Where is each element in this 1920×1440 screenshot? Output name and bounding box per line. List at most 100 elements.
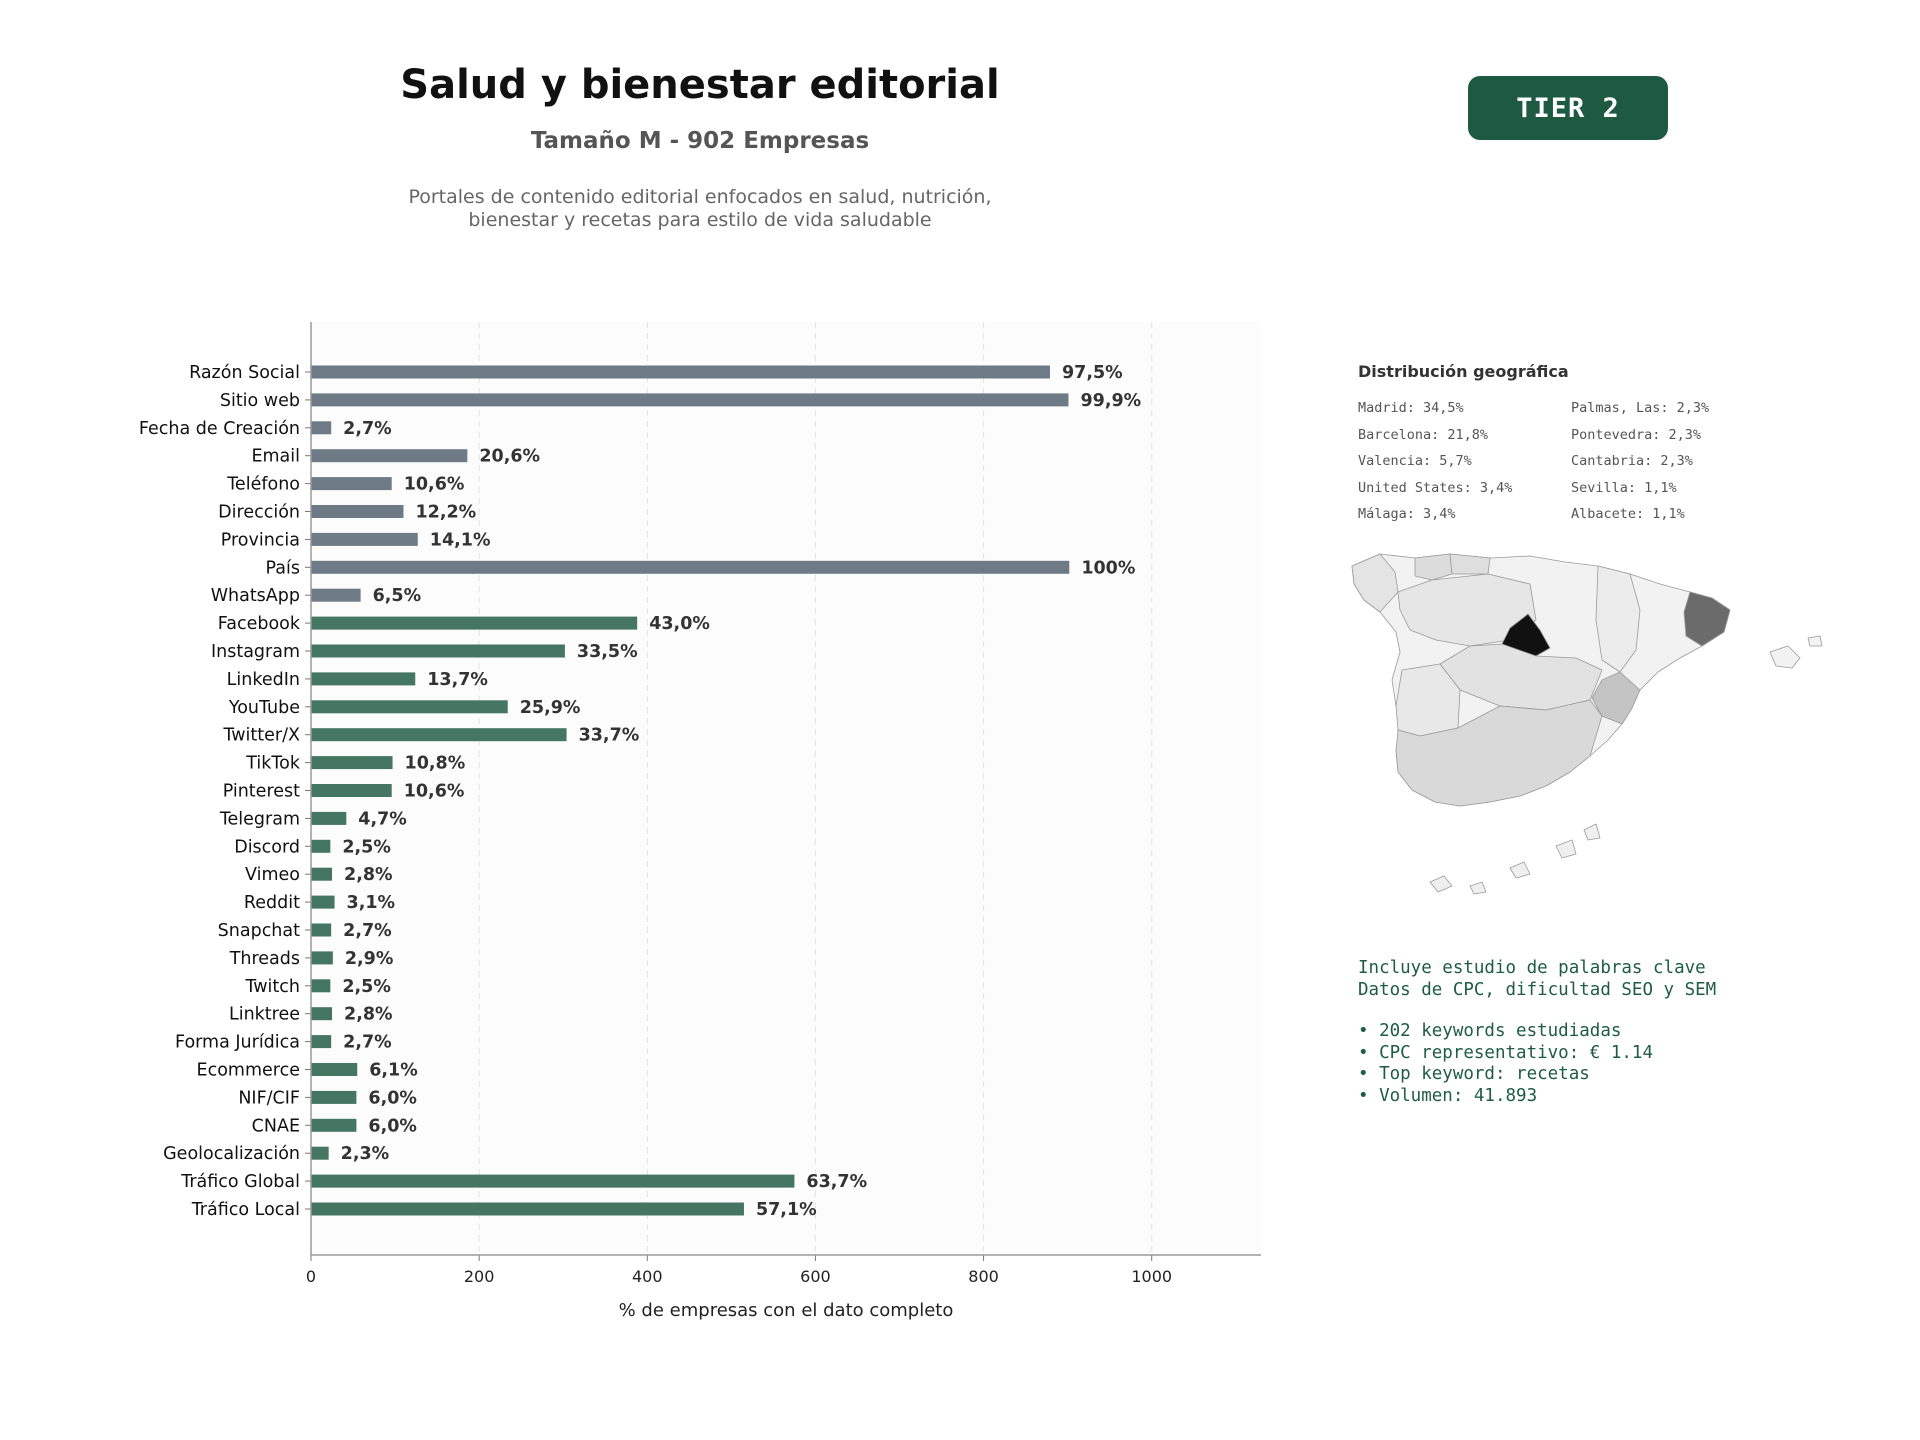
category-label: Forma Jurídica: [175, 1033, 300, 1053]
bar: [311, 421, 332, 435]
bar: [311, 728, 567, 742]
value-label: 6,5%: [373, 586, 422, 606]
description-line-2: bienestar y recetas para estilo de vida …: [468, 209, 932, 231]
value-label: 3,1%: [347, 893, 396, 913]
geo-item: Pontevedra: 2,3%: [1571, 426, 1702, 443]
category-label: WhatsApp: [211, 586, 300, 606]
value-label: 12,2%: [415, 503, 476, 523]
region-galicia: [1351, 553, 1399, 613]
x-tick-labels: 0 200 400 600 800 1000: [306, 1255, 1172, 1286]
value-labels: 97,5% 99,9% 2,7% 20,6% 10,6% 12,2% 14,1% 100% 6,…: [341, 363, 1142, 1220]
category-label: Twitch: [244, 977, 300, 997]
keywords-bullet: • Volumen: 41.893: [1358, 1085, 1538, 1106]
category-label: Vimeo: [245, 865, 300, 885]
value-label: 14,1%: [430, 530, 491, 550]
value-label: 33,5%: [577, 642, 638, 662]
value-label: 2,5%: [342, 977, 391, 997]
bar: [311, 951, 333, 965]
category-label: TikTok: [245, 754, 301, 774]
keywords-panel: Incluye estudio de palabras clave Datos …: [1358, 958, 1716, 1107]
category-label: CNAE: [252, 1116, 300, 1136]
category-label: Twitter/X: [222, 726, 300, 746]
value-label: 2,8%: [344, 865, 393, 885]
bar: [311, 532, 418, 546]
value-label: 6,1%: [369, 1061, 418, 1081]
category-labels: Razón Social Sitio web Fecha de Creación Em…: [139, 363, 311, 1220]
bar: [311, 449, 468, 463]
bar: [311, 1118, 357, 1132]
value-label: 33,7%: [579, 726, 640, 746]
keywords-bullet: • 202 keywords estudiadas: [1358, 1021, 1622, 1041]
keywords-bullet: • Top keyword: recetas: [1358, 1064, 1590, 1084]
bar: [311, 1174, 795, 1188]
value-label: 2,7%: [343, 419, 392, 439]
category-label: Pinterest: [223, 782, 300, 802]
category-label: Discord: [234, 837, 300, 857]
value-label: 100%: [1081, 558, 1135, 578]
bar: [311, 477, 392, 491]
category-label: Tráfico Global: [180, 1172, 300, 1192]
bar: [311, 365, 1050, 379]
bar: [311, 1146, 329, 1160]
category-label: Sitio web: [220, 391, 300, 411]
x-tick-label: 800: [968, 1267, 999, 1286]
geo-item: Barcelona: 21,8%: [1358, 426, 1489, 443]
bar: [311, 895, 335, 909]
category-label: Teléfono: [226, 475, 300, 495]
bar: [311, 839, 331, 853]
bar: [311, 393, 1069, 407]
category-label: Telegram: [219, 809, 300, 829]
bar: [311, 644, 565, 658]
completeness-bar-chart: Razón Social Sitio web Fecha de Creación Em…: [139, 322, 1261, 1321]
value-label: 25,9%: [520, 698, 581, 718]
value-label: 2,7%: [343, 1033, 392, 1053]
category-label: Dirección: [218, 503, 300, 523]
value-label: 6,0%: [368, 1088, 417, 1108]
x-axis-label: % de empresas con el dato completo: [619, 1300, 954, 1321]
x-tick-label: 200: [464, 1267, 495, 1286]
category-label: Ecommerce: [197, 1061, 300, 1081]
geo-title: Distribución geográfica: [1358, 362, 1569, 381]
geo-item: Sevilla: 1,1%: [1571, 479, 1677, 496]
geo-item: Madrid: 34,5%: [1358, 400, 1464, 416]
value-label: 2,5%: [342, 837, 391, 857]
value-label: 10,8%: [405, 754, 466, 774]
value-label: 2,9%: [345, 949, 394, 969]
bar: [311, 1202, 744, 1216]
value-label: 2,7%: [343, 921, 392, 941]
value-label: 10,6%: [404, 782, 465, 802]
value-label: 63,7%: [806, 1172, 867, 1192]
bar: [311, 756, 393, 770]
balearic-islands: [1769, 635, 1823, 669]
region-barcelona: [1683, 591, 1731, 647]
category-label: Instagram: [211, 642, 300, 662]
value-label: 20,6%: [479, 447, 540, 467]
bar: [311, 616, 638, 630]
keywords-bullet: • CPC representativo: € 1.14: [1358, 1042, 1654, 1063]
bar: [311, 1035, 332, 1049]
geo-item: Cantabria: 2,3%: [1571, 453, 1693, 469]
value-label: 97,5%: [1062, 363, 1123, 383]
category-label: Razón Social: [189, 363, 300, 383]
bar: [311, 1007, 333, 1021]
geo-item: United States: 3,4%: [1358, 479, 1513, 496]
value-label: 2,8%: [344, 1005, 393, 1025]
category-label: Facebook: [218, 614, 301, 634]
spain-choropleth-map: [1351, 553, 1823, 895]
bar: [311, 1063, 358, 1076]
category-label: Threads: [229, 949, 300, 969]
region-cantabria: [1449, 553, 1491, 575]
canary-islands: [1429, 823, 1601, 895]
bar: [311, 700, 508, 714]
grid-lines: [478, 322, 1153, 1255]
category-label: Reddit: [244, 893, 300, 913]
region-asturias: [1414, 553, 1453, 581]
bar: [311, 811, 347, 825]
geo-item: Palmas, Las: 2,3%: [1571, 400, 1710, 416]
bar: [311, 560, 1070, 574]
value-label: 2,3%: [341, 1144, 390, 1164]
value-label: 13,7%: [427, 670, 488, 690]
category-label: NIF/CIF: [238, 1088, 300, 1108]
keywords-line-1: Incluye estudio de palabras clave: [1358, 958, 1706, 978]
geo-list: Madrid: 34,5% Palmas, Las: 2,3% Barcelon…: [1358, 398, 1758, 526]
